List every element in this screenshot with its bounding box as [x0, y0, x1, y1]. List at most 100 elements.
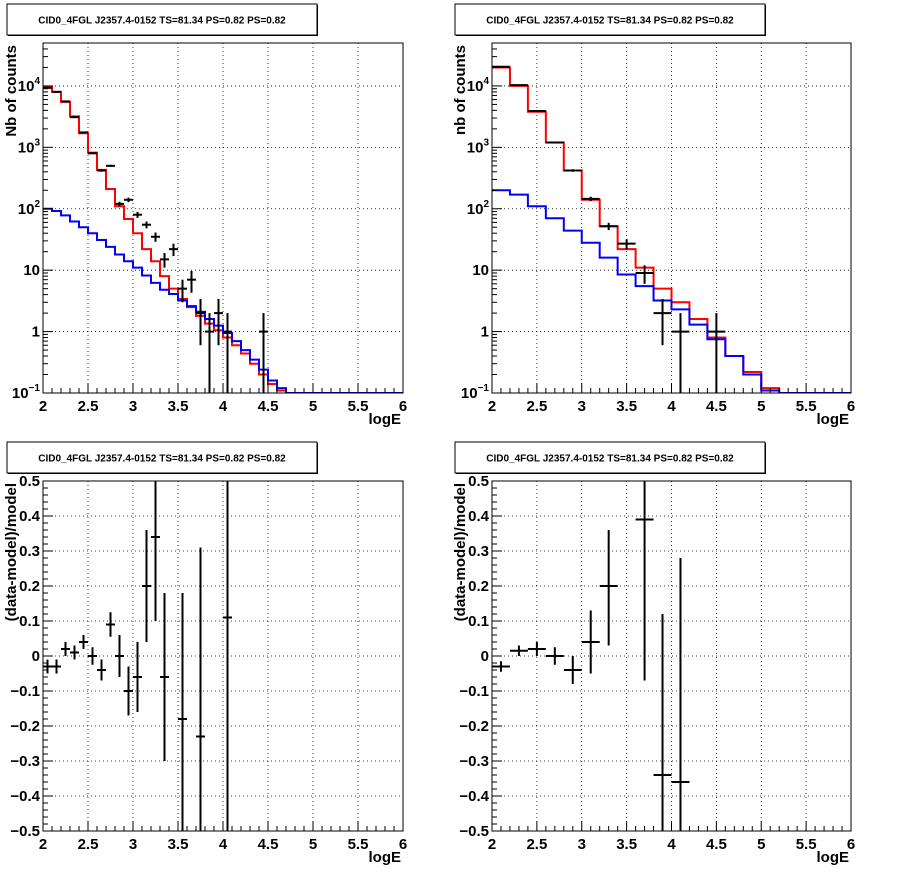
y-axis: −0.5 −0.4 −0.3 −0.2 −0.1 0 0.1 0.2 0.3 0.4 0.5(dat… [452, 473, 502, 840]
data-point [61, 100, 70, 103]
x-tick-label: 5 [757, 398, 765, 415]
data-point [133, 642, 142, 712]
y-tick-label: −0.3 [10, 753, 40, 770]
chart-title: CID0_4FGL J2357.4-0152 TS=81.34 PS=0.82 … [38, 16, 286, 27]
data-point [79, 635, 88, 649]
data-point [106, 612, 115, 637]
y-tick-base: 10 [18, 78, 35, 95]
chart-panel-bottom-right: CID0_4FGL J2357.4-0152 TS=81.34 PS=0.82 … [452, 441, 855, 866]
data-point [97, 169, 106, 172]
x-tick-label: 6 [847, 836, 855, 853]
y-tick-label: 0.3 [19, 543, 40, 560]
y-tick-label: 0.5 [19, 473, 40, 490]
y-tick-label: −0.5 [10, 823, 40, 840]
data-point [43, 86, 52, 89]
x-tick-label: 3.5 [168, 836, 189, 853]
x-tick-label: 5.5 [796, 398, 817, 415]
data-point [492, 65, 510, 68]
x-tick-label: 2 [488, 398, 496, 415]
data-point [133, 211, 142, 218]
chart-title: CID0_4FGL J2357.4-0152 TS=81.34 PS=0.82 … [486, 16, 734, 27]
y-tick-exponent: −1 [478, 383, 490, 394]
data-point [115, 635, 124, 677]
y-tick-label: 10 [472, 262, 489, 279]
x-tick-label: 2.5 [526, 836, 547, 853]
chart-panel-top-left: CID0_4FGL J2357.4-0152 TS=81.34 PS=0.82 … [3, 3, 407, 428]
data-point [214, 298, 223, 346]
data-point [527, 110, 546, 113]
data-point [52, 90, 61, 93]
x-tick-label: 2 [488, 836, 496, 853]
y-tick-base: 10 [461, 385, 478, 402]
data-point [581, 610, 600, 674]
y-tick-exponent: −1 [29, 383, 41, 394]
data-point [653, 298, 672, 346]
y-tick-label: 0 [481, 648, 489, 665]
data-point [599, 222, 618, 231]
data-point [70, 645, 79, 660]
y-tick-label: 0 [32, 648, 40, 665]
y-tick-label: 102 [18, 199, 41, 218]
y-tick-label: 0.2 [468, 578, 489, 595]
data-point [223, 481, 232, 831]
x-axis-title: logE [817, 849, 850, 866]
y-tick-label: 1 [32, 324, 40, 341]
x-tick-label: 2.5 [78, 398, 99, 415]
y-tick-label: 0.2 [19, 578, 40, 595]
y-axis: −0.5 −0.4 −0.3 −0.2 −0.1 0 0.1 0.2 0.3 0.4 0.5(dat… [3, 473, 53, 840]
x-tick-label: 2.5 [78, 836, 99, 853]
y-tick-base: 10 [18, 139, 35, 156]
data-point [653, 614, 672, 831]
series-residuals [492, 481, 690, 831]
series-residuals [43, 481, 232, 831]
x-tick-label: 4 [667, 398, 676, 415]
data-point [178, 593, 187, 831]
x-tick-label: 3 [129, 836, 137, 853]
step-line-model-blue [43, 207, 403, 393]
y-tick-label: −0.1 [459, 683, 489, 700]
y-tick-label: −0.3 [459, 753, 489, 770]
x-tick-label: 4 [667, 836, 676, 853]
data-point [160, 253, 169, 268]
x-tick-label: 5.5 [348, 398, 369, 415]
grid [43, 481, 403, 831]
y-tick-label: 102 [467, 199, 490, 218]
x-tick-label: 3 [578, 836, 586, 853]
data-point [88, 647, 97, 665]
y-tick-exponent: 4 [483, 76, 489, 87]
x-tick-label: 6 [399, 398, 407, 415]
data-point [205, 313, 214, 393]
data-point [563, 169, 582, 172]
series-data [492, 65, 726, 393]
x-tick-label: 6 [847, 398, 855, 415]
y-tick-label: −0.4 [459, 788, 489, 805]
x-tick-label: 5.5 [796, 836, 817, 853]
x-tick-label: 3.5 [616, 836, 637, 853]
y-tick-label: −0.4 [10, 788, 40, 805]
x-tick-label: 4.5 [258, 836, 279, 853]
y-tick-label: 10 [23, 262, 40, 279]
chart-title-box: CID0_4FGL J2357.4-0152 TS=81.34 PS=0.82 … [454, 3, 766, 36]
data-point [52, 659, 61, 674]
x-tick-label: 4 [219, 398, 228, 415]
data-point [79, 131, 88, 134]
x-tick-label: 4.5 [258, 398, 279, 415]
y-tick-label: 103 [467, 137, 490, 156]
data-point [115, 201, 124, 207]
data-point [196, 547, 205, 831]
data-point [97, 659, 106, 681]
data-point [151, 481, 160, 621]
y-tick-label: 10−1 [461, 383, 490, 402]
x-tick-label: 3.5 [616, 398, 637, 415]
y-axis-title: nb of counts [452, 45, 469, 135]
y-tick-label: 10−1 [12, 383, 41, 402]
y-tick-label: 104 [18, 76, 41, 95]
y-tick-label: 0.1 [19, 613, 40, 630]
chart-panel-bottom-left: CID0_4FGL J2357.4-0152 TS=81.34 PS=0.82 … [3, 441, 407, 866]
y-axis-title: (data-model)/model [3, 483, 20, 621]
x-tick-label: 3 [578, 398, 586, 415]
y-tick-base: 10 [12, 385, 29, 402]
chart-title-box: CID0_4FGL J2357.4-0152 TS=81.34 PS=0.82 … [454, 441, 766, 474]
data-point [492, 661, 510, 672]
